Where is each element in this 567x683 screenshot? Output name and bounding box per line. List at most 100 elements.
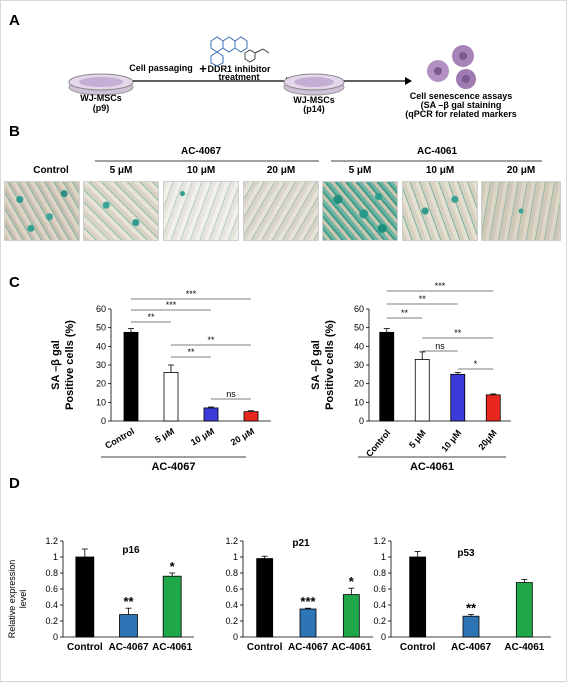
y-tick-label-2-0: 0	[53, 632, 58, 642]
sig-label-1-5: *	[474, 359, 478, 369]
y-tick-label-2-5: 1	[53, 552, 58, 562]
category-label-0-2: 10 μM	[189, 426, 216, 447]
y-tick-label-2-2: 0.4	[45, 600, 58, 610]
arrow-head-icon-2	[405, 77, 412, 85]
panel-label-c: C	[9, 274, 20, 291]
sig-label-1-4: **	[454, 328, 462, 338]
y-tick-label-2-6: 1.2	[45, 536, 58, 546]
dish2-sub: (p14)	[303, 104, 325, 114]
y-axis-label-2-1: Positive cells (%)	[324, 320, 336, 410]
sig-label-0-2: ***	[186, 289, 197, 299]
category-label-0-3: 20 μM	[229, 426, 256, 447]
category-label-2-2: AC-4061	[152, 642, 192, 653]
category-label-0-0: Control	[103, 426, 136, 451]
category-label-3-2: AC-4061	[331, 642, 371, 653]
significance-star-2-1: **	[123, 594, 134, 609]
micrograph-headers: Control AC-4067 AC-4061 5 μM 10 μM 20 μM…	[33, 146, 542, 176]
sig-label-1-2: ***	[435, 281, 446, 291]
schematic: WJ-MSCs (p9) Cell passaging + DDR1 inhib…	[68, 36, 517, 119]
compound-icon	[244, 48, 270, 63]
panel-label-b: B	[9, 123, 20, 140]
group-label-0: AC-4067	[151, 461, 195, 473]
bar-0-2	[203, 407, 219, 422]
y-tick-label-4-5: 1	[381, 552, 386, 562]
y-tick-label-0-3: 30	[96, 360, 106, 370]
y-tick-label-0-2: 20	[96, 379, 106, 389]
panel-label-a: A	[9, 12, 20, 29]
sig-label-0-1: ***	[166, 300, 177, 310]
significance-star-4-1: **	[466, 601, 477, 616]
step-passaging: Cell passaging	[129, 63, 193, 73]
category-label-3-0: Control	[247, 642, 283, 653]
bar-1-1	[414, 358, 430, 422]
bar-4-2	[515, 582, 533, 638]
micrograph-control	[4, 181, 80, 241]
y-tick-label-0-1: 10	[96, 397, 106, 407]
header-control: Control	[33, 165, 69, 176]
dose-10-g2: 10 μM	[426, 165, 454, 176]
cells-in-dish-2	[294, 77, 334, 87]
step-inhibitor-line1: DDR1 inhibitor	[208, 64, 271, 74]
group-label-1: AC-4061	[410, 461, 454, 473]
chart-title-3: p21	[292, 538, 310, 549]
significance-star-3-2: *	[349, 574, 355, 589]
category-label-4-1: AC-4067	[451, 642, 491, 653]
sig-label-0-5: ns	[226, 389, 236, 399]
y-tick-label-3-2: 0.4	[225, 600, 238, 610]
y-axis-label-2-0: Positive cells (%)	[64, 320, 76, 410]
sig-label-0-4: **	[207, 335, 215, 345]
bar-4-0	[409, 556, 427, 638]
y-tick-label-1-6: 60	[354, 304, 364, 314]
sig-label-1-3: ns	[435, 341, 445, 351]
assay-line1: Cell senescence assays	[410, 91, 513, 101]
y-axis-label-1: SA –β gal	[310, 340, 322, 390]
y-tick-label-4-6: 1.2	[373, 536, 386, 546]
category-label-2-0: Control	[67, 642, 103, 653]
y-tick-label-4-0: 0	[381, 632, 386, 642]
bar-2-0	[75, 556, 95, 638]
category-label-3-1: AC-4067	[288, 642, 328, 653]
bar-2-2	[162, 575, 182, 638]
header-ac4061: AC-4061	[417, 146, 457, 157]
y-tick-label-3-4: 0.8	[225, 568, 238, 578]
bar-0-3	[243, 411, 259, 422]
bar-3-1	[299, 608, 317, 638]
bar-4-1	[462, 615, 480, 638]
y-tick-label-1-0: 0	[359, 416, 364, 426]
significance-star-2-2: *	[170, 559, 176, 574]
bar-1-3	[485, 394, 501, 422]
molecule-icon	[210, 36, 248, 67]
step-inhibitor-line2: treatment	[218, 72, 259, 82]
y-tick-label-1-2: 20	[354, 379, 364, 389]
bar-1-2	[450, 373, 466, 422]
sig-label-1-1: **	[419, 294, 427, 304]
y-tick-label-4-3: 0.6	[373, 584, 386, 594]
y-axis-label-2: Relative expression	[7, 560, 17, 639]
y-tick-label-0-6: 60	[96, 304, 106, 314]
category-label-2-1: AC-4067	[108, 642, 148, 653]
chart-title-4: p53	[457, 548, 475, 559]
bar-0-0	[123, 331, 139, 422]
y-axis-label-0: SA –β gal	[50, 340, 62, 390]
y-tick-label-4-1: 0.2	[373, 616, 386, 626]
y-tick-label-2-3: 0.6	[45, 584, 58, 594]
micrograph-ac4061-10um	[402, 181, 478, 241]
y-tick-label-3-6: 1.2	[225, 536, 238, 546]
micrograph-ac4061-5um	[322, 181, 398, 241]
dish1-sub: (p9)	[93, 103, 110, 113]
y-tick-label-3-1: 0.2	[225, 616, 238, 626]
dose-10-g1: 10 μM	[187, 165, 215, 176]
micrograph-ac4067-10um	[163, 181, 239, 241]
y-tick-label-3-3: 0.6	[225, 584, 238, 594]
bar-3-2	[342, 594, 360, 638]
category-label-4-0: Control	[400, 642, 436, 653]
assay-line3: (qPCR for related markers	[405, 109, 517, 119]
y-tick-label-0-0: 0	[101, 416, 106, 426]
category-label-1-3: 20μM	[476, 428, 498, 452]
y-tick-label-0-4: 40	[96, 341, 106, 351]
chart-title-2: p16	[122, 545, 140, 556]
y-tick-label-4-2: 0.4	[373, 600, 386, 610]
y-tick-label-1-5: 50	[354, 323, 364, 333]
sig-label-0-0: **	[147, 312, 155, 322]
